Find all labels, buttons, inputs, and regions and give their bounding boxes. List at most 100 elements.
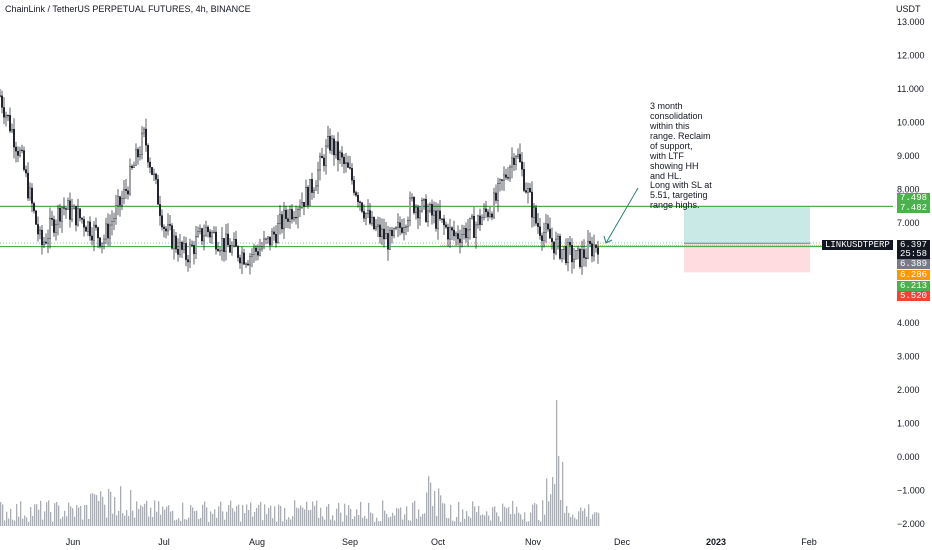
candle-body (175, 235, 177, 250)
x-tick-label: Oct (431, 537, 446, 547)
candle-body (165, 228, 167, 232)
candle-body (597, 247, 599, 255)
volume-bar (240, 521, 242, 526)
volume-bar (194, 511, 196, 526)
volume-bar (276, 521, 278, 526)
candle-body (73, 206, 75, 210)
candle-body (7, 115, 9, 117)
candle-body (135, 149, 137, 166)
volume-bar (360, 501, 362, 526)
volume-bar (122, 513, 124, 526)
candle-body (317, 169, 319, 187)
candle-body (401, 227, 403, 233)
volume-bar (2, 504, 4, 526)
candle-body (473, 215, 475, 238)
candle-body (367, 210, 369, 214)
volume-bar (138, 509, 140, 526)
volume-bar (172, 510, 174, 526)
volume-bar (352, 519, 354, 526)
candle-body (173, 235, 175, 249)
volume-bar (178, 517, 180, 526)
volume-bar (294, 500, 296, 526)
volume-bar (244, 512, 246, 526)
candle-body (433, 210, 435, 216)
volume-bar (162, 506, 164, 526)
candle-body (341, 152, 343, 158)
candle-body (543, 232, 545, 241)
candle-body (303, 202, 305, 207)
candle-body (271, 231, 273, 246)
y-tick-label: 12.000 (897, 50, 925, 60)
candle-body (555, 238, 557, 254)
candle-body (67, 200, 69, 210)
candle-body (253, 247, 255, 255)
volume-bar (14, 520, 16, 526)
volume-bar (184, 519, 186, 526)
candle-body (429, 204, 431, 212)
volume-bar (206, 507, 208, 526)
candle-body (339, 152, 341, 161)
volume-bar (314, 505, 316, 526)
candle-body (533, 207, 535, 218)
x-tick-label: Feb (801, 537, 817, 547)
candle-body (529, 188, 531, 193)
volume-bar (82, 519, 84, 526)
volume-bar (256, 507, 258, 526)
time-axis[interactable]: Jun Jul Aug Sep Oct Nov Dec 2023 Feb (66, 537, 817, 547)
candle-body (463, 228, 465, 235)
candle-body (277, 223, 279, 243)
countdown-tag: 25:58 (897, 249, 931, 259)
candle-body (327, 136, 329, 147)
volume-bar (198, 519, 200, 526)
candle-body (157, 179, 159, 205)
last-price-tag: 6.397 (897, 240, 931, 250)
candle-body (407, 220, 409, 228)
volume-bar (580, 507, 582, 526)
candle-body (107, 223, 109, 239)
candles[interactable] (0, 89, 599, 275)
candle-body (65, 208, 67, 210)
candle-body (449, 227, 451, 240)
volume-bar (380, 521, 382, 526)
volume-bar (556, 400, 558, 526)
x-tick-label: Jul (158, 537, 170, 547)
candle-body (29, 187, 31, 199)
candle-body (289, 209, 291, 222)
candle-body (489, 213, 491, 217)
candle-body (279, 214, 281, 224)
candle-body (509, 166, 511, 179)
candle-body (587, 240, 589, 259)
candle-body (585, 257, 587, 259)
volume-bar (130, 489, 132, 526)
volume-bar (358, 514, 360, 526)
volume-bar (446, 518, 448, 526)
volume-bar (284, 507, 286, 526)
candle-body (217, 248, 219, 251)
tag-6286: 6.286 (897, 270, 931, 280)
candle-body (459, 238, 461, 243)
volume-bar (200, 518, 202, 526)
volume-bar (218, 506, 220, 526)
candle-body (13, 129, 15, 148)
candle-body (17, 151, 19, 156)
volume-bar (530, 512, 532, 526)
y-tick-label: 0.000 (897, 452, 920, 462)
volume-bar (398, 508, 400, 526)
volume-bar (0, 502, 2, 526)
candle-body (333, 138, 335, 156)
volume-bar (106, 517, 108, 526)
candle-body (97, 227, 99, 239)
volume-bar (402, 519, 404, 526)
volume-bar (260, 501, 262, 526)
volume-bar (136, 501, 138, 526)
y-tick-label: 2.000 (897, 385, 920, 395)
candle-body (0, 95, 1, 97)
candle-body (337, 141, 339, 161)
candle-body (55, 223, 57, 233)
volume-bar (410, 520, 412, 526)
candle-body (47, 238, 49, 244)
candle-body (111, 221, 113, 226)
candle-body (583, 249, 585, 258)
volume-bar (522, 519, 524, 526)
